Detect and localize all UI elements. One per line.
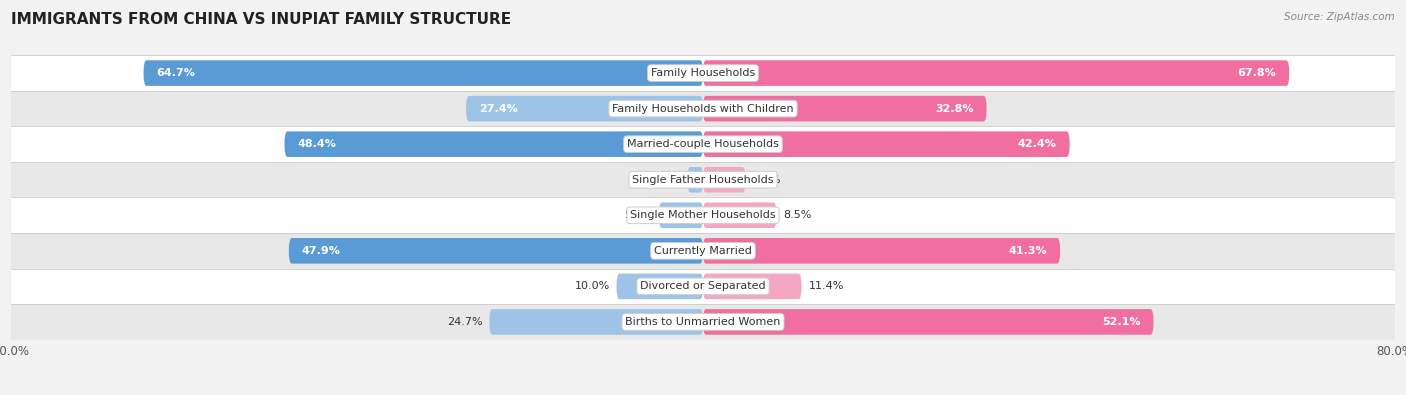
Text: Single Mother Households: Single Mother Households [630, 210, 776, 220]
FancyBboxPatch shape [288, 238, 703, 263]
Text: Single Father Households: Single Father Households [633, 175, 773, 185]
FancyBboxPatch shape [616, 274, 703, 299]
Bar [11, 269, 1395, 304]
FancyBboxPatch shape [703, 203, 776, 228]
FancyBboxPatch shape [465, 96, 703, 121]
Text: 42.4%: 42.4% [1018, 139, 1057, 149]
FancyBboxPatch shape [659, 203, 703, 228]
Text: 47.9%: 47.9% [302, 246, 340, 256]
FancyBboxPatch shape [703, 132, 1070, 157]
Text: IMMIGRANTS FROM CHINA VS INUPIAT FAMILY STRUCTURE: IMMIGRANTS FROM CHINA VS INUPIAT FAMILY … [11, 12, 512, 27]
Text: 24.7%: 24.7% [447, 317, 482, 327]
Text: 41.3%: 41.3% [1008, 246, 1047, 256]
Bar [11, 91, 1395, 126]
Text: Divorced or Separated: Divorced or Separated [640, 281, 766, 292]
Text: 4.9%: 4.9% [752, 175, 780, 185]
Bar [11, 162, 1395, 198]
FancyBboxPatch shape [703, 309, 1153, 335]
Bar [11, 55, 1395, 91]
Text: Family Households: Family Households [651, 68, 755, 78]
FancyBboxPatch shape [284, 132, 703, 157]
Text: Source: ZipAtlas.com: Source: ZipAtlas.com [1284, 12, 1395, 22]
Bar [11, 233, 1395, 269]
Bar [11, 198, 1395, 233]
FancyBboxPatch shape [143, 60, 703, 86]
Text: 8.5%: 8.5% [783, 210, 811, 220]
Text: Births to Unmarried Women: Births to Unmarried Women [626, 317, 780, 327]
FancyBboxPatch shape [688, 167, 703, 192]
Text: 27.4%: 27.4% [479, 103, 517, 114]
Text: Family Households with Children: Family Households with Children [612, 103, 794, 114]
Bar [11, 126, 1395, 162]
FancyBboxPatch shape [703, 60, 1289, 86]
Bar [11, 304, 1395, 340]
Text: 5.1%: 5.1% [624, 210, 652, 220]
Text: 32.8%: 32.8% [935, 103, 973, 114]
Text: Currently Married: Currently Married [654, 246, 752, 256]
Text: 64.7%: 64.7% [156, 68, 195, 78]
FancyBboxPatch shape [703, 167, 745, 192]
FancyBboxPatch shape [489, 309, 703, 335]
Text: 67.8%: 67.8% [1237, 68, 1277, 78]
Text: 48.4%: 48.4% [298, 139, 336, 149]
Text: 52.1%: 52.1% [1102, 317, 1140, 327]
Text: 11.4%: 11.4% [808, 281, 844, 292]
FancyBboxPatch shape [703, 274, 801, 299]
FancyBboxPatch shape [703, 238, 1060, 263]
Text: 10.0%: 10.0% [575, 281, 610, 292]
FancyBboxPatch shape [703, 96, 987, 121]
Text: Married-couple Households: Married-couple Households [627, 139, 779, 149]
Text: 1.8%: 1.8% [652, 175, 681, 185]
